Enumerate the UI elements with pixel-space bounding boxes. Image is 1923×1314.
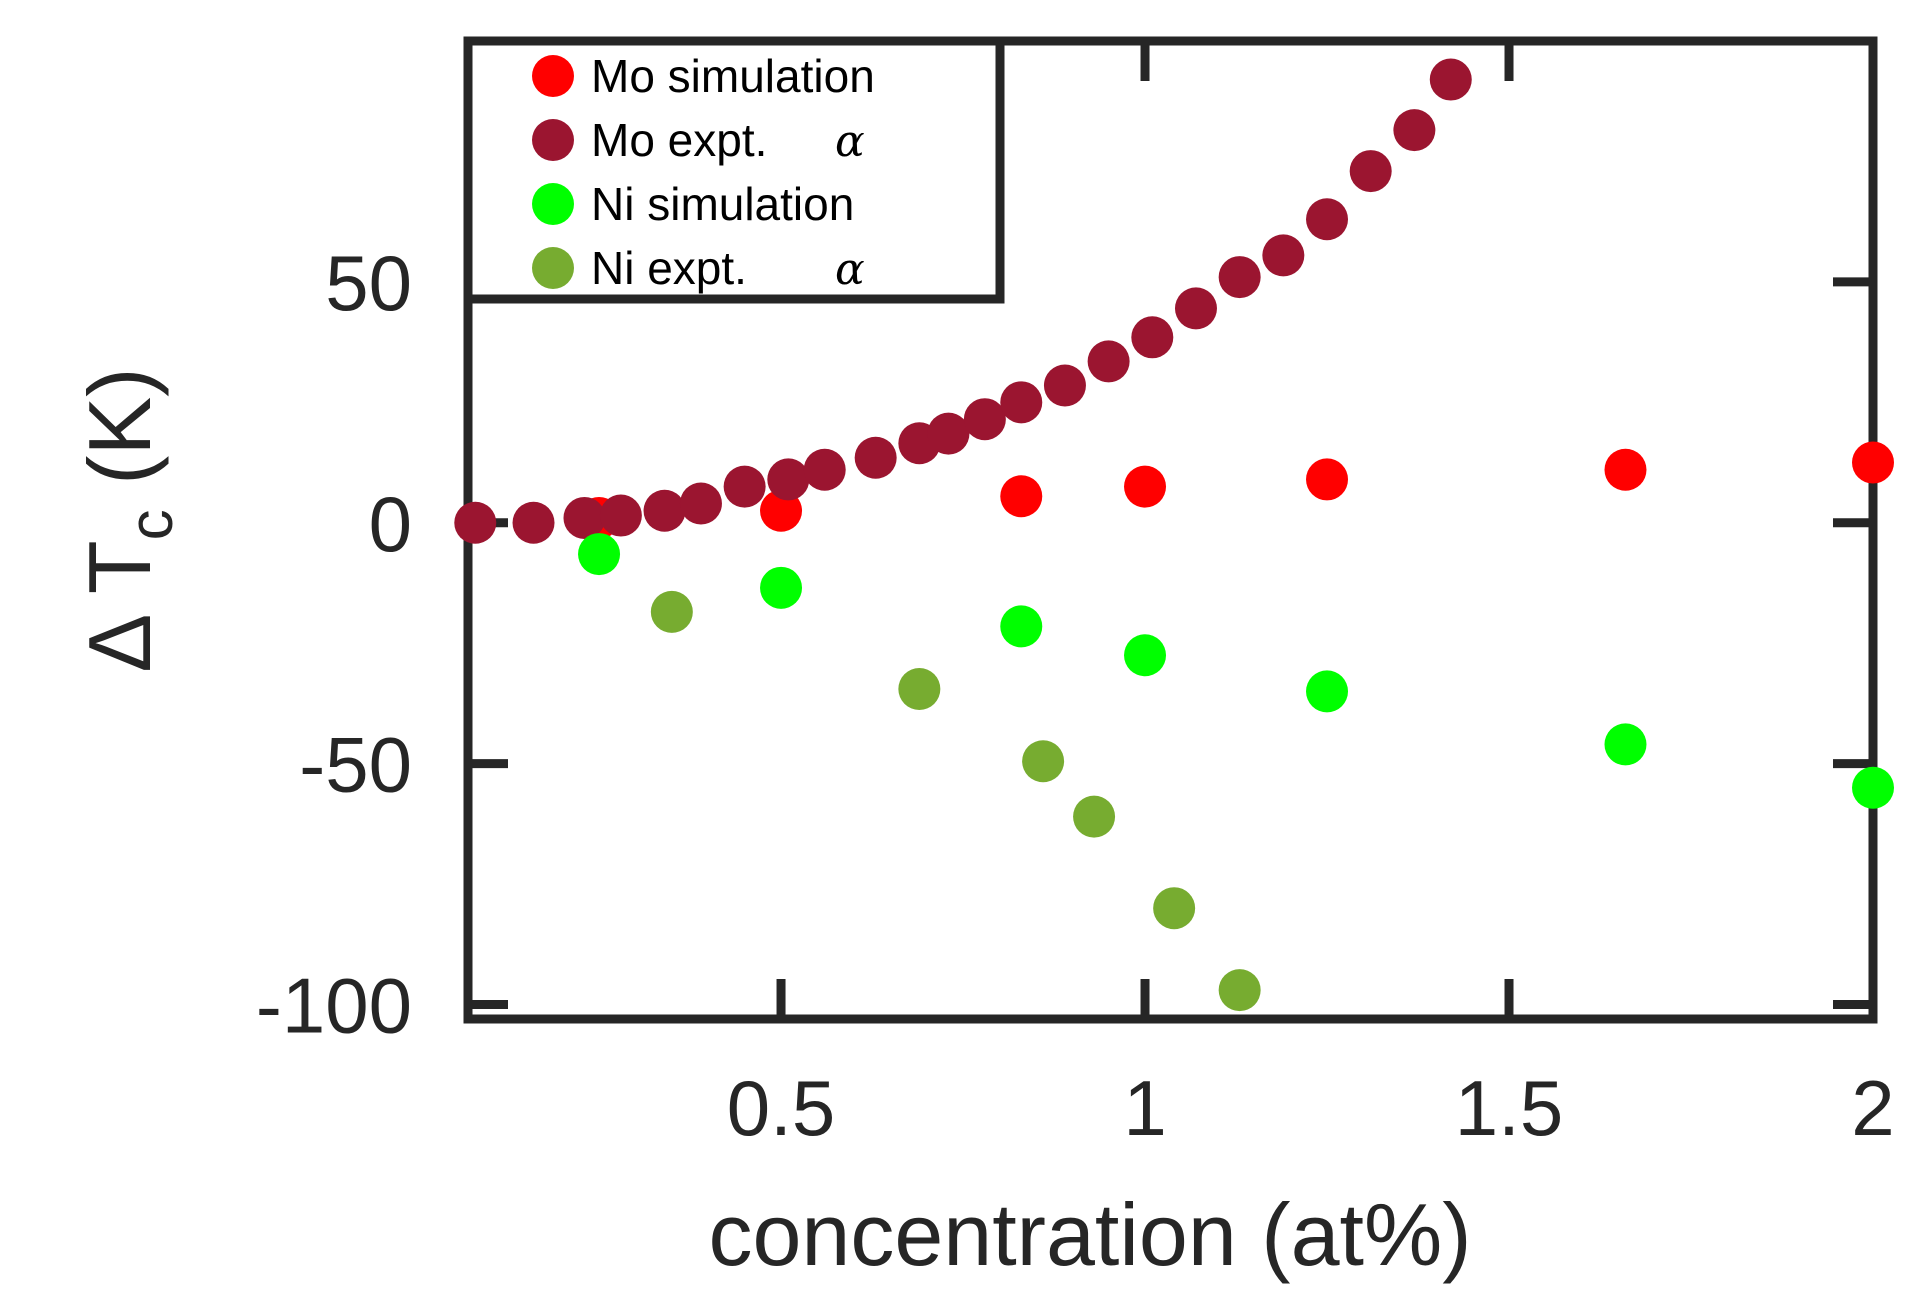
- data-point: [898, 667, 941, 710]
- legend-marker: [532, 119, 574, 161]
- legend: Mo simulation Mo expt. α Ni simulation Ni ex…: [463, 36, 1005, 304]
- x-axis-title: concentration (at%): [708, 1185, 1471, 1284]
- data-point: [679, 482, 722, 525]
- data-point: [854, 436, 897, 479]
- data-point: [1073, 795, 1116, 838]
- y-tick-labels: -100 -50 0 50: [256, 239, 412, 1050]
- legend-label: Mo simulation: [591, 50, 875, 102]
- x-tick-label: 1.5: [1455, 1064, 1563, 1152]
- y-axis-title: Δ Tc (K): [70, 368, 186, 673]
- y-tick-label: 50: [325, 239, 412, 327]
- data-point: [578, 533, 621, 576]
- data-point: [650, 590, 693, 633]
- data-point: [927, 412, 970, 455]
- data-point: [1218, 969, 1261, 1012]
- series-ni-expt: [650, 590, 1261, 1012]
- data-point: [1429, 58, 1472, 101]
- data-point: [1131, 316, 1174, 359]
- data-point: [760, 566, 803, 609]
- series-mo-expt: [454, 58, 1472, 544]
- data-point: [599, 494, 642, 537]
- data-point: [1306, 458, 1349, 501]
- data-point: [1153, 887, 1196, 930]
- data-point: [1604, 448, 1647, 491]
- legend-label: Ni expt.: [591, 242, 747, 294]
- data-point: [963, 398, 1006, 441]
- data-point: [803, 448, 846, 491]
- data-point: [1306, 198, 1349, 241]
- data-point: [1022, 740, 1065, 783]
- data-point: [760, 489, 803, 532]
- y-tick-label: 0: [369, 480, 412, 568]
- legend-label: Ni simulation: [591, 178, 854, 230]
- legend-marker: [532, 247, 574, 289]
- legend-entries: Mo simulation Mo expt. α Ni simulation Ni ex…: [532, 50, 875, 295]
- data-point: [1393, 109, 1436, 152]
- x-tick-label: 1: [1123, 1064, 1166, 1152]
- data-point: [723, 465, 766, 508]
- y-tick-label: -50: [299, 721, 412, 809]
- x-tick-labels: 0.5 1 1.5 2: [727, 1064, 1895, 1152]
- legend-label: Mo expt.: [591, 114, 767, 166]
- x-tick-label: 0.5: [727, 1064, 835, 1152]
- data-point: [1000, 381, 1043, 424]
- data-point: [454, 501, 497, 544]
- x-tick-label: 2: [1851, 1064, 1894, 1152]
- data-point: [1000, 605, 1043, 648]
- legend-marker: [532, 183, 574, 225]
- series-ni-simulation: [578, 533, 1894, 809]
- data-points: [454, 58, 1894, 1012]
- data-point: [1124, 634, 1167, 677]
- data-point: [643, 489, 686, 532]
- data-point: [1218, 256, 1261, 299]
- legend-alpha-mark: α: [835, 244, 865, 295]
- data-point: [1043, 364, 1086, 407]
- data-point: [1262, 234, 1305, 277]
- y-axis-title-subscript: c: [117, 509, 186, 540]
- legend-alpha-mark: α: [835, 116, 865, 167]
- data-point: [1852, 441, 1894, 484]
- data-point: [1306, 670, 1349, 713]
- data-point: [1087, 340, 1130, 383]
- data-point: [1852, 766, 1894, 809]
- data-point: [1604, 723, 1647, 766]
- data-point: [512, 501, 555, 544]
- y-tick-label: -100: [256, 962, 412, 1050]
- data-point: [1174, 287, 1217, 330]
- y-axis-title-main: Δ T: [70, 540, 169, 672]
- y-axis-title-unit: (K): [70, 368, 169, 510]
- data-point: [1000, 475, 1043, 518]
- data-point: [1349, 150, 1392, 193]
- data-point: [1124, 465, 1167, 508]
- data-point: [767, 458, 810, 501]
- legend-marker: [532, 55, 574, 97]
- data-point: [563, 496, 606, 539]
